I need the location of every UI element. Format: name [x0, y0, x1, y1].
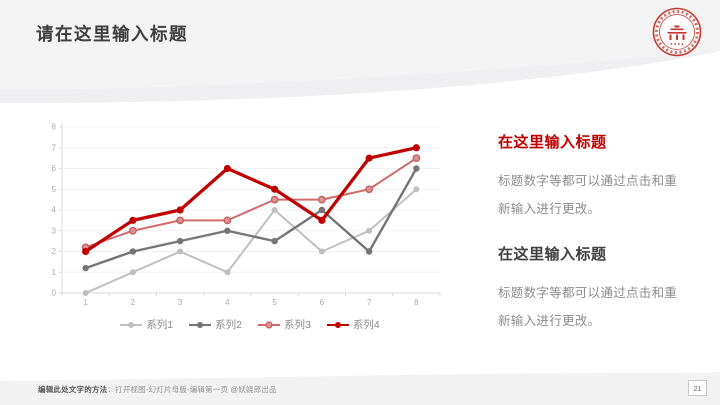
- text-section-1: 在这里输入标题 标题数字等都可以通过点击和重新输入进行更改。: [498, 131, 704, 223]
- legend-item: 系列2: [189, 317, 242, 332]
- legend-item: 系列3: [258, 317, 311, 332]
- legend-item: 系列1: [120, 317, 173, 332]
- seal-icon: [652, 7, 702, 57]
- legend-label: 系列2: [215, 319, 242, 331]
- legend-marker-icon: [189, 321, 212, 328]
- section-heading: 在这里输入标题: [498, 246, 607, 263]
- footer-note-bold: 编辑此处文字的方法: [38, 385, 108, 394]
- svg-text:7: 7: [52, 143, 57, 152]
- svg-text:3: 3: [52, 226, 57, 235]
- svg-text:6: 6: [320, 298, 325, 307]
- university-seal-logo: [651, 6, 703, 58]
- svg-text:2: 2: [52, 247, 57, 256]
- legend-marker-icon: [326, 321, 349, 328]
- header-swoosh-background: [0, 0, 720, 104]
- svg-text:1: 1: [83, 298, 88, 307]
- svg-text:3: 3: [178, 298, 183, 307]
- svg-text:4: 4: [52, 206, 57, 215]
- svg-text:5: 5: [272, 298, 277, 307]
- chart-legend: 系列1 系列2 系列3 系列4: [40, 317, 460, 332]
- page-number-badge: 21: [688, 380, 707, 396]
- line-chart-svg: 0 1 2 3 4 5 6 7 8 1 2 3 4 5 6 7 8: [52, 123, 441, 307]
- legend-marker-icon: [120, 321, 143, 328]
- svg-text:7: 7: [367, 298, 372, 307]
- svg-text:8: 8: [414, 298, 419, 307]
- footer-band-background: [0, 372, 720, 405]
- legend-label: 系列4: [352, 319, 380, 331]
- section-body: 标题数字等都可以通过点击和重新输入进行更改。: [498, 174, 678, 216]
- svg-text:6: 6: [52, 164, 57, 173]
- footer-note-text: ：打开视图-幻灯片母版-编辑第一页 @妖娆郎出品: [107, 385, 277, 394]
- section-body: 标题数字等都可以通过点击和重新输入进行更改。: [498, 286, 678, 328]
- chart-area: 0 1 2 3 4 5 6 7 8 1 2 3 4 5 6 7 8 系列1 系列2 系列3 系列4: [40, 121, 460, 331]
- svg-text:4: 4: [225, 298, 230, 307]
- svg-text:2: 2: [131, 298, 136, 307]
- page-title: 请在这里输入标题: [36, 24, 188, 44]
- svg-text:0: 0: [52, 289, 57, 298]
- footer-note: 编辑此处文字的方法：打开视图-幻灯片母版-编辑第一页 @妖娆郎出品: [38, 384, 277, 395]
- legend-marker-icon: [258, 320, 280, 329]
- svg-text:8: 8: [52, 123, 57, 132]
- svg-text:5: 5: [52, 185, 57, 194]
- legend-item: 系列4: [326, 317, 380, 332]
- legend-label: 系列1: [146, 319, 174, 331]
- legend-label: 系列3: [284, 319, 311, 331]
- section-heading: 在这里输入标题: [498, 134, 607, 151]
- text-section-2: 在这里输入标题 标题数字等都可以通过点击和重新输入进行更改。: [498, 243, 704, 335]
- svg-text:1: 1: [52, 268, 57, 277]
- right-panel: 在这里输入标题 标题数字等都可以通过点击和重新输入进行更改。 在这里输入标题 标…: [498, 131, 704, 335]
